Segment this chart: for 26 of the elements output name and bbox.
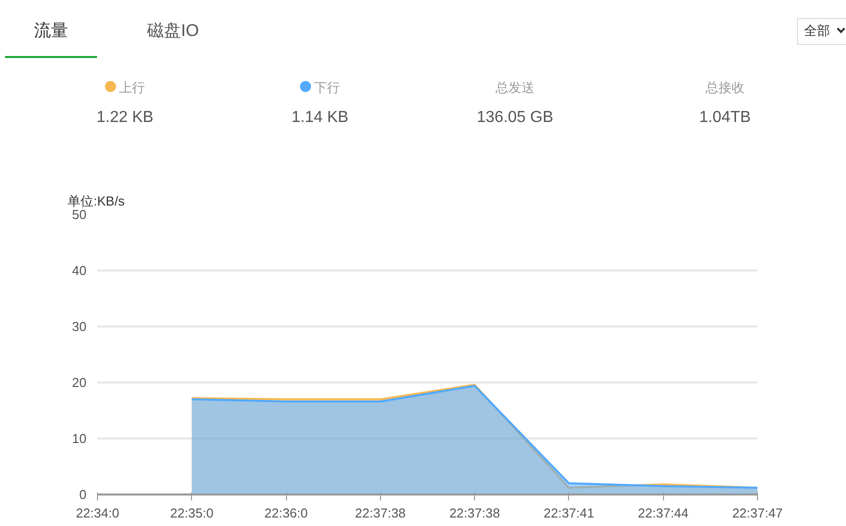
x-tick-label: 22:37:38 <box>355 506 406 520</box>
x-tick-label: 22:37:38 <box>449 506 500 520</box>
y-tick-label: 20 <box>72 375 87 390</box>
y-axis-title: 单位:KB/s <box>68 194 126 208</box>
text: 136.05 GB <box>476 108 554 128</box>
text: 全部 <box>797 18 846 45</box>
y-tick-label: 10 <box>72 431 87 446</box>
legend-label: 上行 <box>118 79 146 97</box>
legend-label: 下行 <box>313 79 341 97</box>
x-tick-label: 22:34:0 <box>76 506 120 520</box>
x-tick-label: 22:35:0 <box>170 506 214 520</box>
text: 流量 <box>5 19 97 58</box>
text: 1.14 KB <box>290 108 350 128</box>
y-tick-label: 50 <box>72 207 87 222</box>
x-tick-label: 22:37:44 <box>638 506 689 520</box>
text: 总发送 <box>494 79 536 97</box>
x-tick-label: 22:36:0 <box>264 506 308 520</box>
x-tick-label: 22:37:41 <box>544 506 594 520</box>
x-tick-label: 22:37:47 <box>732 506 783 520</box>
text: 1.04TB <box>698 108 752 128</box>
y-tick-label: 40 <box>72 263 87 278</box>
text: 总接收 <box>704 79 746 97</box>
y-tick-label: 30 <box>72 319 87 334</box>
y-tick-label: 0 <box>79 487 87 502</box>
text: 1.22 KB <box>96 108 154 128</box>
text: 磁盘IO <box>146 20 200 42</box>
